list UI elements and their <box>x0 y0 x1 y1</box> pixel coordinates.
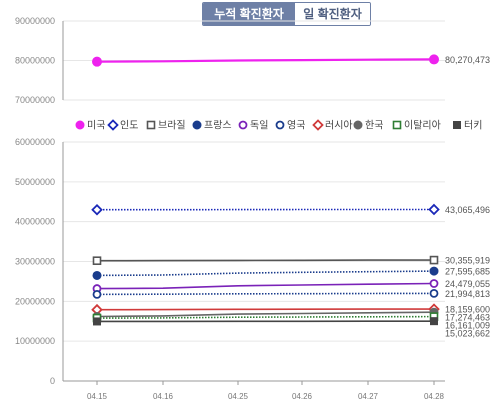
legend-label: 한국 <box>365 120 383 132</box>
data-point <box>429 288 439 298</box>
legend-marker <box>275 120 285 130</box>
data-label: 27,595,685 <box>445 267 490 277</box>
end-label-layer: 80,270,473 43,065,496 30,355,91927,595,685… <box>445 55 490 339</box>
tab-group: 누적 확진환자 일 확진환자 <box>202 2 371 26</box>
legend-label: 러시아 <box>325 120 353 132</box>
x-tick-label: 04.26 <box>292 392 313 401</box>
y-tick-label: 30000000 <box>15 257 55 267</box>
data-point <box>429 279 439 288</box>
data-label: 30,355,919 <box>445 256 490 266</box>
legend-label: 인도 <box>120 120 138 132</box>
series-line <box>96 292 435 296</box>
data-point <box>429 54 439 65</box>
axis-layer: 70000000 80000000 90000000 0 10000000 2000000… <box>15 16 445 401</box>
y-tick-label: 50000000 <box>15 177 55 187</box>
data-label: 15,023,662 <box>445 329 490 339</box>
data-label: 43,065,496 <box>445 205 490 215</box>
legend-label: 브라질 <box>158 120 186 132</box>
legend-label: 영국 <box>287 120 305 132</box>
data-label: 18,159,600 <box>445 305 490 315</box>
x-tick-label: 04.27 <box>358 392 379 401</box>
data-label: 21,994,813 <box>445 289 490 299</box>
x-tick-label: 04.28 <box>424 392 445 401</box>
x-tick-label: 04.15 <box>87 392 108 401</box>
grid-layer <box>63 20 445 382</box>
legend-label: 독일 <box>250 120 268 132</box>
legend-marker <box>312 119 324 131</box>
data-label: 17,274,463 <box>445 313 490 323</box>
series-line <box>96 311 435 318</box>
y-tick-label: 70000000 <box>15 95 55 105</box>
tab-cumulative-cases[interactable]: 누적 확진환자 <box>203 3 295 25</box>
data-point <box>430 317 438 326</box>
data-point <box>429 266 439 276</box>
legend-layer: 미국 인도 브라질 프랑스 독일 영국 러시아 한국 이탈리아 터키 <box>75 119 482 132</box>
y-tick-label: 90000000 <box>15 16 55 26</box>
series-line <box>96 315 435 319</box>
series-line <box>96 308 434 311</box>
series-line <box>96 270 435 277</box>
series-line <box>96 259 434 262</box>
data-label: 16,161,009 <box>445 321 490 331</box>
legend-marker <box>238 120 248 130</box>
x-tick-label: 04.25 <box>228 392 249 401</box>
data-label: 80,270,473 <box>445 55 490 65</box>
y-tick-label: 10000000 <box>15 336 55 346</box>
legend-label: 터키 <box>464 120 482 132</box>
data-point <box>92 56 102 67</box>
data-point <box>92 256 102 266</box>
data-point <box>429 255 439 265</box>
y-tick-label: 60000000 <box>15 137 55 147</box>
series-line <box>96 282 435 290</box>
data-label: 24,479,055 <box>445 279 490 289</box>
legend-marker <box>192 120 202 130</box>
y-tick-label: 80000000 <box>15 56 55 66</box>
y-tick-label: 40000000 <box>15 217 55 227</box>
legend-marker <box>146 120 156 130</box>
data-point <box>91 203 103 216</box>
x-tick-label: 04.16 <box>153 392 174 401</box>
legend-marker <box>353 120 363 130</box>
y-tick-label: 20000000 <box>15 296 55 306</box>
tab-daily-cases[interactable]: 일 확진환자 <box>295 3 370 25</box>
data-point <box>428 203 440 216</box>
legend-marker <box>392 120 402 130</box>
data-point <box>92 289 102 299</box>
legend-label: 이탈리아 <box>404 119 441 132</box>
legend-marker <box>107 119 119 131</box>
series-layer <box>91 54 440 326</box>
y-tick-label: 0 <box>50 376 55 386</box>
legend-marker <box>453 121 461 129</box>
legend-label: 프랑스 <box>204 120 232 132</box>
data-point <box>93 317 101 326</box>
data-point <box>92 270 102 280</box>
legend-marker <box>75 120 85 130</box>
series-line <box>96 58 435 63</box>
legend-label: 미국 <box>87 120 105 132</box>
